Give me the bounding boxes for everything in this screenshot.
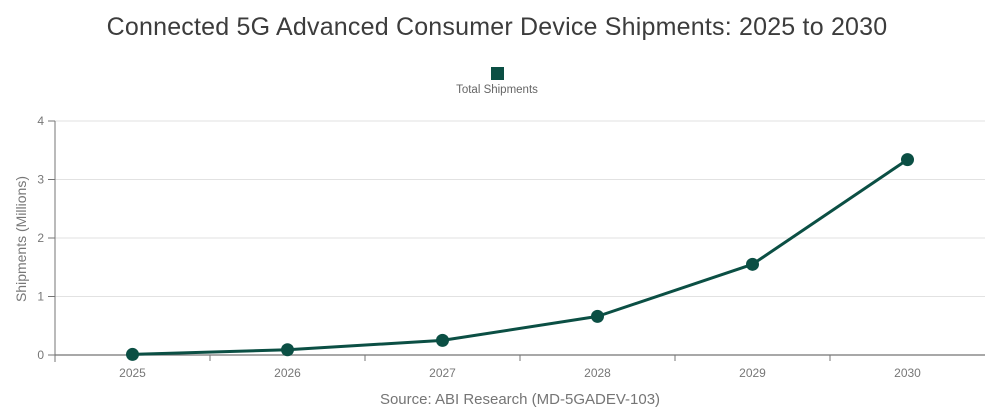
- source-note: Source: ABI Research (MD-5GADEV-103): [379, 391, 661, 408]
- x-tick-label: 2029: [739, 366, 766, 380]
- data-point: [436, 333, 449, 347]
- x-tick-label: 2025: [119, 366, 146, 380]
- x-tick-label: 2028: [584, 366, 611, 380]
- data-point: [126, 347, 139, 361]
- y-tick-label: 2: [37, 231, 44, 245]
- y-tick-label: 3: [37, 173, 44, 187]
- x-tick-label: 2030: [894, 366, 921, 380]
- legend-swatch-icon: [490, 67, 504, 80]
- data-point: [591, 309, 604, 323]
- data-point: [901, 153, 914, 167]
- series-line: [131, 158, 909, 356]
- y-tick-label: 0: [37, 348, 44, 362]
- legend-item[interactable]: Total Shipments: [0, 67, 994, 96]
- x-tick-label: 2027: [429, 366, 456, 380]
- legend-label: Total Shipments: [456, 84, 538, 96]
- x-tick-label: 2026: [274, 366, 301, 380]
- y-tick-label: 1: [37, 290, 44, 304]
- data-point: [281, 343, 294, 357]
- data-point: [746, 257, 759, 271]
- y-tick-label: 4: [37, 114, 44, 128]
- chart-title: Connected 5G Advanced Consumer Device Sh…: [106, 13, 888, 41]
